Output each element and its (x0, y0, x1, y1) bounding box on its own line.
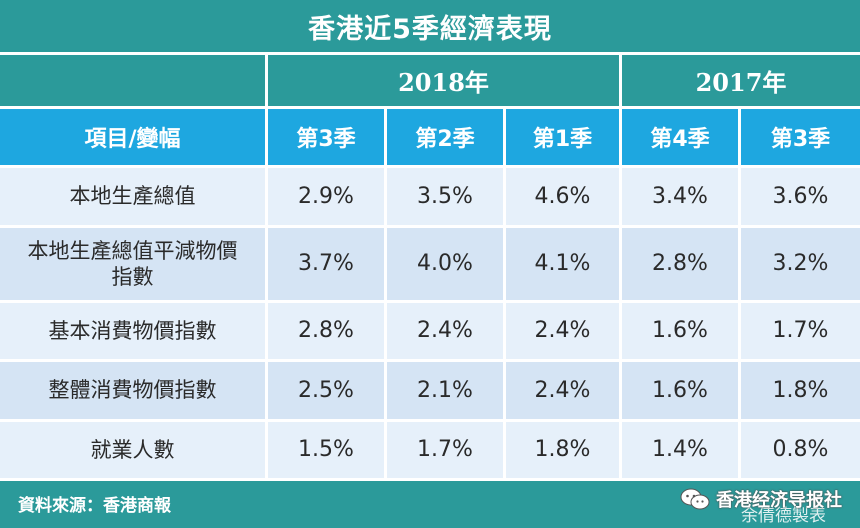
table-row: 整體消費物價指數 2.5% 2.1% 2.4% 1.6% 1.8% (0, 362, 860, 419)
value-cell: 2.8% (268, 303, 384, 359)
row-label: 本地生產總值 (0, 168, 265, 225)
value-cell: 3.2% (741, 228, 860, 300)
year-header-row: 2018年 2017年 (0, 55, 860, 106)
item-column-header: 項目/變幅 (0, 109, 265, 165)
quarter-header: 第4季 (622, 109, 738, 165)
footer-bar: 資料來源：香港商報 余倩德製表 (0, 481, 860, 528)
value-cell: 1.7% (387, 422, 503, 478)
value-cell: 1.7% (741, 303, 860, 359)
row-label: 就業人數 (0, 422, 265, 478)
value-cell: 2.4% (506, 303, 619, 359)
quarter-header-row: 項目/變幅 第3季 第2季 第1季 第4季 第3季 (0, 109, 860, 165)
table-row: 本地生產總值平減物價指數 3.7% 4.0% 4.1% 2.8% 3.2% (0, 228, 860, 300)
value-cell: 2.9% (268, 168, 384, 225)
value-cell: 2.5% (268, 362, 384, 419)
value-cell: 3.6% (741, 168, 860, 225)
year-2018-header: 2018年 (268, 55, 619, 106)
quarter-header: 第3季 (268, 109, 384, 165)
value-cell: 3.5% (387, 168, 503, 225)
value-cell: 4.1% (506, 228, 619, 300)
value-cell: 2.8% (622, 228, 738, 300)
year-header-blank (0, 55, 265, 106)
source-note: 資料來源：香港商報 (18, 496, 171, 516)
value-cell: 0.8% (741, 422, 860, 478)
wechat-icon (680, 488, 710, 510)
value-cell: 1.6% (622, 303, 738, 359)
table-title: 香港近5季經濟表現 (0, 0, 860, 52)
year-2017-header: 2017年 (622, 55, 860, 106)
value-cell: 2.1% (387, 362, 503, 419)
value-cell: 1.5% (268, 422, 384, 478)
watermark: 香港经济导报社 (680, 486, 842, 512)
value-cell: 2.4% (506, 362, 619, 419)
row-label: 整體消費物價指數 (0, 362, 265, 419)
value-cell: 3.7% (268, 228, 384, 300)
value-cell: 1.8% (506, 422, 619, 478)
value-cell: 3.4% (622, 168, 738, 225)
table-row: 就業人數 1.5% 1.7% 1.8% 1.4% 0.8% (0, 422, 860, 478)
value-cell: 2.4% (387, 303, 503, 359)
quarter-header: 第2季 (387, 109, 503, 165)
quarter-header: 第3季 (741, 109, 860, 165)
table-credit: 余倩德製表 (741, 506, 826, 526)
row-label: 基本消費物價指數 (0, 303, 265, 359)
value-cell: 1.6% (622, 362, 738, 419)
table-row: 本地生產總值 2.9% 3.5% 4.6% 3.4% 3.6% (0, 168, 860, 225)
value-cell: 4.0% (387, 228, 503, 300)
row-label: 本地生產總值平減物價指數 (0, 228, 265, 300)
table-row: 基本消費物價指數 2.8% 2.4% 2.4% 1.6% 1.7% (0, 303, 860, 359)
value-cell: 1.4% (622, 422, 738, 478)
value-cell: 1.8% (741, 362, 860, 419)
value-cell: 4.6% (506, 168, 619, 225)
quarter-header: 第1季 (506, 109, 619, 165)
watermark-text: 香港经济导报社 (716, 490, 842, 511)
